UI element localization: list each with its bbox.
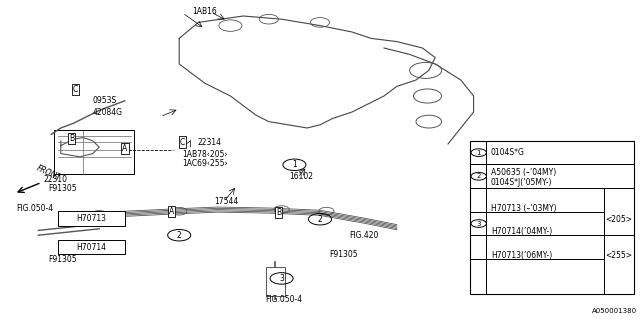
Bar [54, 130, 134, 174]
Text: 3: 3 [279, 274, 284, 283]
Bar [58, 240, 125, 254]
Text: H70714(’04MY-): H70714(’04MY-) [491, 227, 552, 236]
Bar [266, 267, 285, 296]
Text: 1AB16: 1AB16 [192, 7, 217, 16]
Text: 1AC69‹255›: 1AC69‹255› [182, 159, 228, 168]
Text: H70714: H70714 [76, 243, 106, 252]
Text: 2: 2 [317, 215, 323, 224]
Text: 1: 1 [292, 160, 297, 169]
Text: F91305: F91305 [48, 184, 77, 193]
Text: 2: 2 [477, 173, 481, 179]
Text: 1: 1 [476, 150, 481, 156]
Bar [58, 211, 125, 226]
Text: 3: 3 [476, 220, 481, 227]
Bar [470, 141, 634, 294]
Text: 1AB78‹205›: 1AB78‹205› [182, 150, 228, 159]
Text: H70713: H70713 [76, 214, 106, 223]
Text: 17544: 17544 [214, 197, 239, 206]
Text: FIG.050-4: FIG.050-4 [16, 204, 53, 212]
Text: FRONT: FRONT [35, 163, 63, 182]
Text: B: B [69, 134, 74, 143]
Text: F91305: F91305 [330, 250, 358, 259]
Text: H70713 (–’03MY): H70713 (–’03MY) [491, 204, 557, 213]
Text: 22314: 22314 [197, 138, 221, 147]
Text: FIG.050-4: FIG.050-4 [266, 295, 303, 304]
Text: B: B [276, 208, 281, 217]
Text: 22310: 22310 [44, 175, 68, 184]
Text: H70713(’06MY-): H70713(’06MY-) [491, 251, 552, 260]
Text: C: C [180, 138, 185, 147]
Text: A050001380: A050001380 [591, 308, 637, 314]
Text: C: C [73, 85, 78, 94]
Text: F91305: F91305 [48, 255, 77, 264]
Text: <255>: <255> [605, 251, 632, 260]
Text: A50635 (–’04MY): A50635 (–’04MY) [491, 168, 556, 177]
Text: 0953S: 0953S [93, 96, 117, 105]
Text: A: A [122, 144, 127, 153]
Text: 42084G: 42084G [93, 108, 123, 116]
Text: 0104S*J(’05MY-): 0104S*J(’05MY-) [491, 178, 552, 187]
Text: 2: 2 [177, 231, 182, 240]
Text: 16102: 16102 [289, 172, 314, 180]
Text: FIG.420: FIG.420 [349, 231, 378, 240]
Text: A: A [169, 207, 174, 216]
Text: <205>: <205> [605, 215, 632, 224]
Text: 0104S*G: 0104S*G [491, 148, 525, 157]
